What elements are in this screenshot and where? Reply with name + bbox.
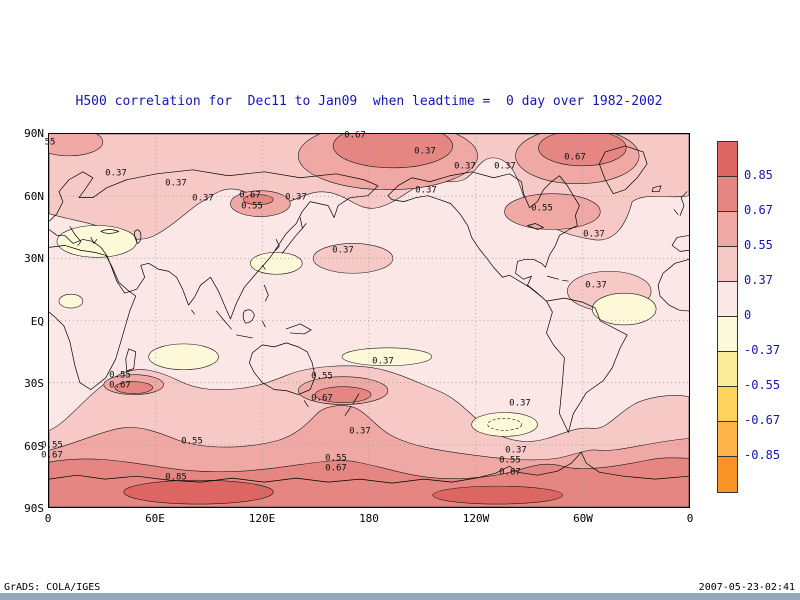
x-tick-120W-4: 120W <box>462 512 490 525</box>
contour-label-10: 0.55 <box>241 201 263 212</box>
colorbar-segment-8 <box>718 422 737 457</box>
contour-label-9: 0.67 <box>239 190 261 201</box>
negative-contour-patches <box>56 225 657 437</box>
contour-label-12: 0.55 <box>531 203 553 214</box>
contour-label-22: 0.37 <box>509 398 531 409</box>
contour-label-5: 0.37 <box>414 146 436 157</box>
plot-title: H500 correlation for Dec11 to Jan09 when… <box>75 94 663 109</box>
coastlines <box>49 145 689 484</box>
contour-label-3: 0.37 <box>192 193 214 204</box>
contour-label-11: 0.37 <box>285 192 307 203</box>
contour-label-30: 0.67 <box>499 467 521 478</box>
contour-label-25: 0.55 <box>41 440 63 451</box>
y-tick-30S: 30S <box>24 377 44 390</box>
contour-label-8: 0.67 <box>564 152 586 163</box>
graticule <box>49 134 689 507</box>
contour-label-21: 0.67 <box>109 380 131 391</box>
contour-label-24: 0.37 <box>349 426 371 437</box>
colorbar <box>717 141 738 493</box>
contour-label-13: 0.37 <box>415 185 437 196</box>
contour-label-4: 0.67 <box>344 130 366 141</box>
contour-label-29: 0.55 <box>499 455 521 466</box>
colorbar-label--0.67: -0.67 <box>744 413 781 427</box>
grads-credit: GrADS: COLA/IGES <box>4 582 101 593</box>
contour-label-0: 55 <box>44 137 56 148</box>
colorbar-segment-7 <box>718 387 737 422</box>
contour-label-19: 0.67 <box>311 393 333 404</box>
x-tick-60E-1: 60E <box>145 512 165 525</box>
y-tick-90S: 90S <box>24 502 44 515</box>
y-tick-90N: 90N <box>24 127 44 140</box>
negative-dashed-contour <box>487 418 522 431</box>
contour-label-17: 0.37 <box>372 356 394 367</box>
colorbar-segment-4 <box>718 282 737 317</box>
contour-label-15: 0.37 <box>583 229 605 240</box>
contour-label-7: 0.37 <box>494 161 516 172</box>
colorbar-label-0.85: 0.85 <box>744 168 773 182</box>
colorbar-segment-5 <box>718 317 737 352</box>
timestamp: 2007-05-23-02:41 <box>698 582 795 593</box>
x-tick-180-3: 180 <box>359 512 379 525</box>
contour-label-32: 0.67 <box>325 463 347 474</box>
y-tick-60S: 60S <box>24 439 44 453</box>
world-contour-map <box>49 134 689 507</box>
colorbar-segment-2 <box>718 212 737 247</box>
contour-label-16: 0.37 <box>585 280 607 291</box>
contour-label-26: 0.67 <box>41 450 63 461</box>
contour-label-6: 0.37 <box>454 161 476 172</box>
colorbar-label--0.37: -0.37 <box>744 343 781 357</box>
contour-label-28: 0.37 <box>505 445 527 456</box>
x-tick-60W-5: 60W <box>573 512 593 525</box>
colorbar-segment-9 <box>718 457 737 492</box>
contour-label-1: 0.37 <box>105 168 127 179</box>
contour-label-2: 0.37 <box>165 178 187 189</box>
contour-label-23: 0.55 <box>181 436 203 447</box>
y-tick-EQ: EQ <box>30 314 44 328</box>
x-tick-0-6: 0 <box>686 512 694 525</box>
colorbar-label-0.37: 0.37 <box>744 273 773 287</box>
contour-label-31: 0.55 <box>325 453 347 464</box>
colorbar-segment-1 <box>718 177 737 212</box>
colorbar-segment-3 <box>718 247 737 282</box>
contour-fill-037-midpacific <box>312 243 394 274</box>
colorbar-label-0.67: 0.67 <box>744 203 773 217</box>
y-tick-60N: 60N <box>24 189 44 203</box>
y-tick-30N: 30N <box>24 252 44 265</box>
x-tick-120E-2: 120E <box>248 512 276 525</box>
contour-fill-085 <box>123 479 563 505</box>
contour-label-18: 0.55 <box>311 371 333 382</box>
contour-label-20: 0.55 <box>109 370 131 381</box>
bottom-bar <box>0 593 800 600</box>
contour-label-27: 0.85 <box>165 472 187 483</box>
contour-label-14: 0.37 <box>332 245 354 256</box>
map-frame <box>48 133 690 508</box>
x-tick-0-0: 0 <box>44 512 52 525</box>
colorbar-segment-6 <box>718 352 737 387</box>
colorbar-label--0.55: -0.55 <box>744 378 781 392</box>
colorbar-label--0.85: -0.85 <box>744 448 781 462</box>
colorbar-label-0: 0 <box>744 308 752 322</box>
colorbar-label-0.55: 0.55 <box>744 238 773 252</box>
colorbar-segment-0 <box>718 142 737 177</box>
